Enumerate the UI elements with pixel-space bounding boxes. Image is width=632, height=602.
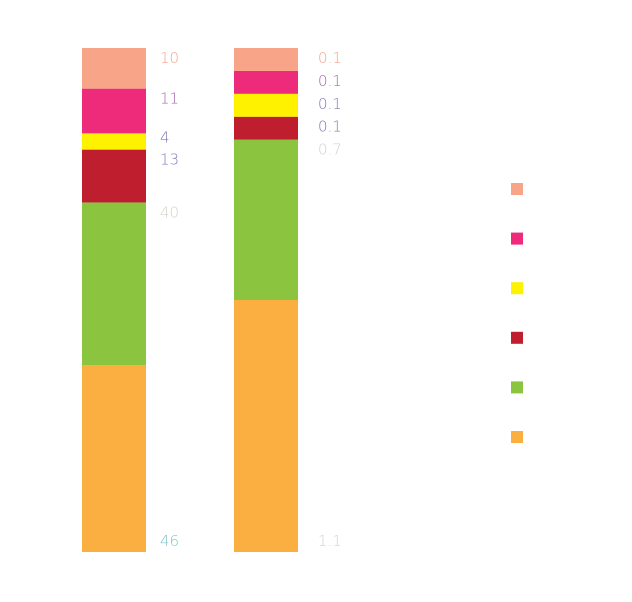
bar-2-value-label-6: 0.1	[318, 49, 342, 67]
bar-1-segment-6	[82, 48, 146, 89]
bar-1-segment-1	[82, 365, 146, 552]
bar-1-segment-5	[82, 88, 146, 134]
bar-1-value-label-4: 4	[160, 129, 170, 147]
bar-1-value-label-6: 10	[160, 49, 179, 67]
bar-2-segment-3	[234, 116, 298, 140]
bar-1-value-label-3: 13	[160, 151, 179, 169]
legend-swatch-5	[511, 381, 523, 394]
bar-1-value-label-5: 11	[160, 90, 179, 108]
legend-swatch-1	[511, 183, 523, 195]
bar-1-value-label-1: 46	[160, 532, 179, 550]
bar-1-segment-4	[82, 133, 146, 150]
bar-1-segment-2	[82, 202, 146, 366]
bar-2-value-label-5: 0.1	[318, 72, 342, 90]
bar-2-segment-1	[234, 300, 298, 552]
legend-swatch-3	[511, 282, 523, 295]
bar-2-value-label-3: 0.1	[318, 118, 342, 136]
bar-2-value-label-1: 1.1	[318, 532, 342, 550]
bar-2-value-label-4: 0.1	[318, 95, 342, 113]
legend-swatch-2	[511, 232, 523, 245]
bar-2-value-label-2: 0.7	[318, 141, 342, 159]
legend-swatch-4	[511, 331, 523, 344]
bar-2-segment-2	[234, 139, 298, 300]
legend-swatch-6	[511, 431, 523, 443]
bar-2-segment-4	[234, 93, 298, 117]
bar-2-segment-6	[234, 48, 298, 71]
bar-1-segment-3	[82, 149, 146, 203]
bar-2-segment-5	[234, 70, 298, 94]
bar-1-value-label-2: 40	[160, 203, 179, 221]
